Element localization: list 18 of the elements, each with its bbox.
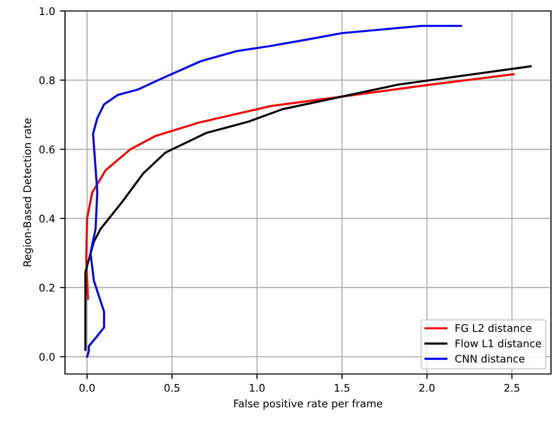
y-tick-label: 0.2	[39, 284, 54, 292]
y-tick-label: 0.0	[39, 352, 55, 361]
x-axis-title: False positive rate per frame	[234, 399, 382, 410]
y-axis-title: Region-Based Detection rate	[23, 118, 34, 266]
x-tick-label: 0.5	[164, 384, 180, 392]
y-tick-label: 1.0	[40, 7, 55, 16]
line-series	[85, 73, 515, 300]
y-tick-label: 0.8	[39, 76, 55, 84]
legend-label: FG L2 distance	[456, 324, 532, 332]
x-tick-label: 0.0	[79, 384, 95, 392]
y-tick-label: 0.4	[39, 214, 55, 223]
legend-label: CNN distance	[455, 354, 524, 363]
y-tick-label: 0.6	[39, 146, 55, 154]
legend-label: Flow L1 distance	[456, 339, 542, 348]
x-tick-label: 2.0	[419, 384, 435, 392]
x-tick-label: 2.5	[504, 384, 520, 392]
x-tick-label: 1.0	[250, 384, 265, 392]
x-tick-label: 1.5	[334, 384, 350, 392]
